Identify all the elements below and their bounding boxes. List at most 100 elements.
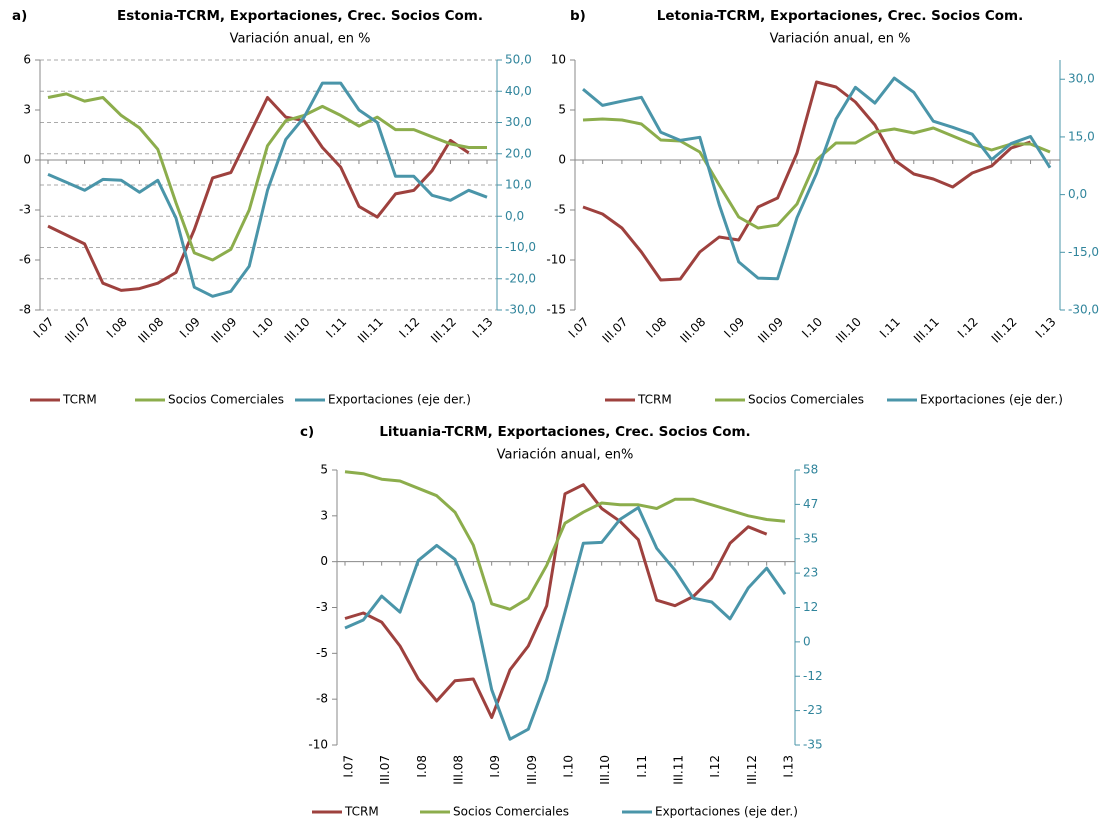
series-line [582, 76, 1052, 281]
legend-label: Exportaciones (eje der.) [328, 393, 471, 407]
x-tick-label: III.09 [525, 755, 539, 785]
y2-tick-label: 23 [803, 566, 818, 580]
x-tick-label: III.12 [745, 755, 759, 785]
y-tick-label: -8 [316, 692, 328, 706]
y-tick-label: 0 [320, 554, 328, 568]
x-tick-label: I.12 [708, 755, 722, 778]
y2-tick-label: 30,0 [505, 115, 532, 129]
panel-label: b) [570, 8, 586, 24]
x-tick-label: III.09 [209, 315, 240, 346]
x-tick-label: I.13 [782, 755, 796, 778]
legend-label: Socios Comerciales [168, 393, 284, 407]
y-tick-label: 6 [23, 53, 31, 67]
x-tick-label: III.11 [672, 755, 686, 785]
x-tick-label: I.10 [799, 315, 825, 341]
legend-label: TCRM [637, 393, 672, 407]
x-tick-label: I.07 [31, 315, 57, 341]
x-tick-label: III.07 [600, 315, 631, 346]
y-tick-label: 5 [320, 463, 328, 477]
x-tick-label: I.10 [562, 755, 576, 778]
y2-tick-label: 0 [803, 634, 811, 648]
x-tick-label: I.07 [566, 315, 592, 341]
y2-tick-label: -20,0 [505, 271, 536, 285]
x-tick-label: I.11 [635, 755, 649, 778]
y-tick-label: -10 [546, 253, 566, 267]
series-line [47, 96, 470, 292]
x-tick-label: I.13 [470, 315, 496, 341]
y2-tick-label: 35 [803, 531, 818, 545]
y2-tick-label: 0,0 [1068, 187, 1087, 201]
y-tick-label: 3 [320, 508, 328, 522]
x-tick-label: III.11 [355, 315, 386, 346]
series-line [47, 81, 488, 298]
y2-tick-label: 0,0 [505, 209, 524, 223]
y2-tick-label: -30,0 [1068, 303, 1099, 317]
legend-label: Exportaciones (eje der.) [920, 393, 1063, 407]
x-tick-label: III.12 [989, 315, 1020, 346]
x-tick-label: III.07 [62, 315, 93, 346]
x-tick-label: I.09 [721, 315, 747, 341]
y2-tick-label: -23 [803, 703, 823, 717]
y-tick-label: -10 [308, 738, 328, 752]
legend-label: Socios Comerciales [748, 393, 864, 407]
series-line [47, 92, 487, 262]
y2-tick-label: -35 [803, 738, 823, 752]
y2-tick-label: 12 [803, 600, 818, 614]
x-tick-label: I.13 [1033, 315, 1059, 341]
y-tick-label: -15 [546, 303, 566, 317]
y-tick-label: 10 [551, 53, 566, 67]
chart-subtitle: Variación anual, en % [230, 32, 371, 47]
x-tick-label: I.12 [397, 315, 423, 341]
y-tick-label: 0 [23, 153, 31, 167]
chart-subtitle: Variación anual, en % [770, 32, 911, 47]
x-tick-label: I.12 [955, 315, 981, 341]
x-tick-label: III.08 [452, 755, 466, 785]
x-tick-label: I.11 [323, 315, 349, 341]
y2-tick-label: 20,0 [505, 146, 532, 160]
y2-tick-label: 10,0 [505, 178, 532, 192]
panel-label: a) [12, 8, 27, 24]
x-tick-label: I.09 [177, 315, 203, 341]
y2-tick-label: -12 [803, 669, 823, 683]
x-tick-label: I.11 [877, 315, 903, 341]
y-tick-label: -5 [554, 203, 566, 217]
chart-title: Estonia-TCRM, Exportaciones, Crec. Socio… [117, 8, 483, 24]
x-tick-label: III.10 [833, 315, 864, 346]
y-tick-label: -3 [316, 600, 328, 614]
y-tick-label: 3 [23, 103, 31, 117]
x-tick-label: I.09 [488, 755, 502, 778]
panel-label: c) [300, 424, 314, 440]
y-tick-label: 5 [558, 103, 566, 117]
y2-tick-label: -15,0 [1068, 245, 1099, 259]
x-tick-label: I.08 [644, 315, 670, 341]
x-tick-label: III.11 [911, 315, 942, 346]
y2-tick-label: 50,0 [505, 53, 532, 67]
series-line [582, 80, 1031, 282]
chart-title: Letonia-TCRM, Exportaciones, Crec. Socio… [657, 8, 1023, 24]
legend-label: TCRM [62, 393, 97, 407]
y-tick-label: -8 [19, 303, 31, 317]
series-line [344, 470, 786, 611]
y-tick-label: -6 [19, 253, 31, 267]
x-tick-label: I.08 [415, 755, 429, 778]
x-tick-label: III.09 [755, 315, 786, 346]
series-line [582, 117, 1051, 230]
y-tick-label: -3 [19, 203, 31, 217]
y2-tick-label: 58 [803, 463, 818, 477]
chart-subtitle: Variación anual, en% [497, 448, 634, 463]
chart-title: Lituania-TCRM, Exportaciones, Crec. Soci… [379, 424, 750, 440]
x-tick-label: I.10 [250, 315, 276, 341]
y2-tick-label: 40,0 [505, 84, 532, 98]
x-tick-label: III.12 [428, 315, 459, 346]
y2-tick-label: -10,0 [505, 240, 536, 254]
y-tick-label: -5 [316, 646, 328, 660]
series-line [344, 483, 768, 719]
x-tick-label: III.10 [282, 315, 313, 346]
x-tick-label: I.08 [104, 315, 130, 341]
y2-tick-label: 15,0 [1068, 129, 1095, 143]
x-tick-label: III.08 [135, 315, 166, 346]
x-tick-label: I.07 [342, 755, 356, 778]
y2-tick-label: 47 [803, 497, 818, 511]
